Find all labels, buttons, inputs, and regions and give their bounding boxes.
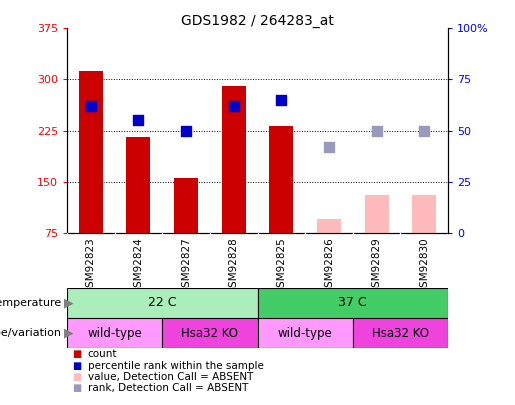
Text: genotype/variation: genotype/variation <box>0 328 62 338</box>
Text: ■: ■ <box>72 350 81 359</box>
Text: GSM92828: GSM92828 <box>229 237 238 294</box>
Point <box>420 127 428 134</box>
Text: GSM92827: GSM92827 <box>181 237 191 294</box>
Text: GDS1982 / 264283_at: GDS1982 / 264283_at <box>181 14 334 28</box>
Text: 37 C: 37 C <box>338 296 367 309</box>
Text: 22 C: 22 C <box>148 296 177 309</box>
Point <box>277 97 285 103</box>
Text: Hsa32 KO: Hsa32 KO <box>181 326 238 340</box>
Point <box>230 103 238 109</box>
Text: GSM92823: GSM92823 <box>86 237 96 294</box>
Point <box>87 103 95 109</box>
Text: value, Detection Call = ABSENT: value, Detection Call = ABSENT <box>88 372 253 382</box>
Text: Hsa32 KO: Hsa32 KO <box>372 326 429 340</box>
Text: temperature: temperature <box>0 298 62 308</box>
Text: wild-type: wild-type <box>278 326 333 340</box>
Text: GSM92824: GSM92824 <box>133 237 143 294</box>
Text: percentile rank within the sample: percentile rank within the sample <box>88 361 264 371</box>
Point <box>134 117 143 124</box>
Text: ▶: ▶ <box>64 326 74 340</box>
Text: ■: ■ <box>72 361 81 371</box>
Bar <box>269 126 293 233</box>
Point <box>325 144 333 150</box>
Text: GSM92826: GSM92826 <box>324 237 334 294</box>
Text: ■: ■ <box>72 384 81 393</box>
Text: wild-type: wild-type <box>87 326 142 340</box>
Bar <box>162 318 258 348</box>
Bar <box>174 178 198 233</box>
Text: ▶: ▶ <box>64 296 74 309</box>
Text: GSM92829: GSM92829 <box>372 237 382 294</box>
Bar <box>413 195 436 233</box>
Text: ■: ■ <box>72 372 81 382</box>
Bar <box>222 86 246 233</box>
Bar <box>317 219 341 233</box>
Bar <box>79 70 102 233</box>
Bar <box>127 137 150 233</box>
Bar <box>258 318 353 348</box>
Text: GSM92830: GSM92830 <box>419 237 429 294</box>
Text: rank, Detection Call = ABSENT: rank, Detection Call = ABSENT <box>88 384 248 393</box>
Bar <box>258 288 448 318</box>
Text: count: count <box>88 350 117 359</box>
Point <box>372 127 381 134</box>
Point <box>182 127 190 134</box>
Bar <box>67 318 162 348</box>
Bar <box>67 288 258 318</box>
Text: GSM92825: GSM92825 <box>277 237 286 294</box>
Bar <box>365 195 388 233</box>
Bar <box>353 318 448 348</box>
